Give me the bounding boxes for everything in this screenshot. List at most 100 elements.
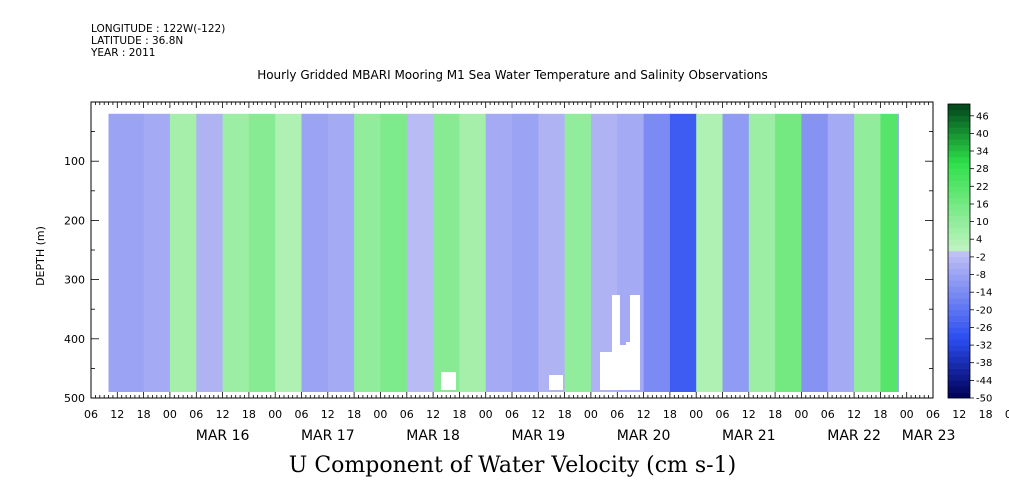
heat-column — [512, 113, 539, 393]
y-tick-label: 500 — [64, 392, 85, 405]
colorbar-swatch — [948, 215, 970, 222]
x-hour-label: 06 — [821, 408, 835, 421]
colorbar: 46 40 34 28 22 16 10 4 -2 -8 -14 -20 -26 -32 -38 -44 -50 — [947, 103, 992, 405]
x-day-label: MAR 20 — [617, 428, 671, 444]
heat-column — [354, 113, 381, 393]
colorbar-swatch — [948, 198, 970, 205]
x-hour-label: 18 — [873, 408, 887, 421]
location-info: LONGITUDE : 122W(-122) LATITUDE : 36.8N … — [91, 23, 225, 59]
colorbar-swatch — [948, 386, 970, 393]
colorbar-swatch — [948, 151, 970, 158]
heat-column — [406, 113, 434, 393]
plot-area — [91, 102, 933, 398]
x-hour-label: 12 — [426, 408, 440, 421]
colorbar-swatch — [948, 356, 970, 364]
colorbar-swatch — [948, 162, 970, 169]
colorbar-swatch — [948, 350, 970, 358]
missing-data-gap — [600, 352, 612, 390]
colorbar-swatch — [948, 280, 970, 287]
colorbar-swatch — [948, 109, 970, 117]
colorbar-swatch — [948, 345, 970, 352]
colorbar-swatch — [948, 368, 970, 375]
colorbar-swatch — [948, 251, 970, 258]
heat-column — [643, 113, 671, 393]
colorbar-swatch — [948, 298, 970, 305]
colorbar-label: -38 — [976, 358, 992, 369]
x-axis: 06 12 18 00 06 12 18 00 06 12 18 00 06 12 18 00 06 12 18 00… — [84, 102, 1009, 444]
x-hour-label: 06 — [716, 408, 730, 421]
colorbar-swatch — [948, 145, 970, 152]
y-tick-label: 400 — [64, 333, 85, 346]
x-hour-label: 12 — [531, 408, 545, 421]
x-hour-label: 18 — [663, 408, 677, 421]
x-hour-label: 18 — [452, 408, 466, 421]
heat-column — [827, 113, 855, 393]
heat-column — [748, 113, 776, 393]
y-tick-label: 200 — [64, 214, 85, 227]
colorbar-swatch — [948, 268, 970, 275]
x-hour-label: 00 — [373, 408, 387, 421]
colorbar-swatch — [948, 315, 970, 322]
colorbar-swatch — [948, 362, 970, 369]
missing-data-gap — [630, 295, 640, 390]
heat-column — [327, 113, 355, 393]
x-hour-label: 12 — [742, 408, 756, 421]
colorbar-swatch — [948, 239, 970, 246]
colorbar-swatch — [948, 339, 970, 346]
chart-title: Hourly Gridded MBARI Mooring M1 Sea Wate… — [257, 68, 768, 82]
x-hour-label: 18 — [347, 408, 361, 421]
x-day-label: MAR 21 — [722, 428, 776, 444]
colorbar-swatch — [948, 262, 970, 269]
heat-column — [301, 113, 329, 393]
heat-column — [564, 113, 592, 393]
colorbar-swatch — [948, 327, 970, 334]
x-hour-label: 00 — [794, 408, 808, 421]
x-hour-label: 06 — [189, 408, 203, 421]
colorbar-swatch — [948, 221, 970, 228]
x-hour-label: 00 — [1005, 408, 1009, 421]
heat-column — [380, 113, 408, 393]
heat-column — [485, 113, 513, 393]
colorbar-swatch — [948, 227, 970, 234]
colorbar-swatch — [948, 127, 970, 134]
colorbar-swatch — [948, 121, 970, 128]
colorbar-swatch — [948, 245, 970, 252]
x-hour-label: 12 — [216, 408, 230, 421]
colorbar-label: -26 — [976, 323, 992, 334]
heat-column — [108, 113, 145, 393]
heat-column — [880, 113, 899, 393]
colorbar-swatch — [948, 374, 970, 381]
x-hour-label: 06 — [505, 408, 519, 421]
x-hour-label: 00 — [479, 408, 493, 421]
heat-column — [722, 113, 750, 393]
colorbar-swatch — [948, 303, 970, 311]
colorbar-swatch — [948, 174, 970, 181]
colorbar-swatch — [948, 286, 970, 293]
heat-column — [196, 113, 224, 393]
heat-column — [801, 113, 829, 393]
heat-column — [248, 113, 276, 393]
colorbar-swatch — [948, 380, 970, 387]
colorbar-label: -14 — [976, 288, 992, 299]
colorbar-swatch — [948, 115, 970, 122]
colorbar-swatch — [948, 139, 970, 146]
colorbar-label: 28 — [976, 164, 989, 175]
missing-data-gap — [441, 372, 456, 390]
heat-column — [775, 113, 802, 393]
heat-column — [275, 113, 302, 393]
x-hour-label: 18 — [768, 408, 782, 421]
colorbar-swatch — [948, 274, 970, 281]
heat-column — [897, 113, 899, 393]
x-hour-label: 18 — [558, 408, 572, 421]
heat-column — [669, 113, 697, 393]
colorbar-swatch — [948, 180, 970, 187]
missing-data-gap — [612, 295, 620, 390]
colorbar-swatch — [948, 233, 970, 240]
x-hour-label: 06 — [295, 408, 309, 421]
colorbar-swatch — [948, 104, 970, 111]
x-day-label: MAR 23 — [902, 428, 956, 444]
colorbar-label: 16 — [976, 200, 989, 211]
x-day-label: MAR 19 — [511, 428, 565, 444]
x-hour-label: 18 — [979, 408, 993, 421]
colorbar-swatch — [948, 156, 970, 164]
